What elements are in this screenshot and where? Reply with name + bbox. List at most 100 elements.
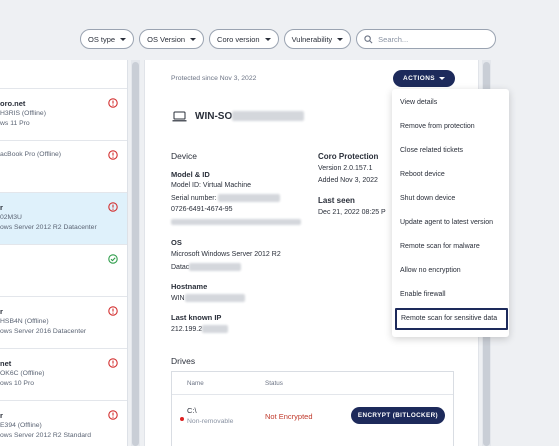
model-id-value: Model ID: Virtual Machine (171, 182, 252, 189)
device-os: ows Server 2016 Datacenter (0, 328, 87, 335)
device-name: r (0, 307, 3, 316)
list-item[interactable]: oro.net H3RIS (Offline) ws 11 Pro (0, 89, 127, 141)
serial-number-label-text: Serial number: (171, 194, 217, 202)
menu-item-enable-firewall[interactable]: Enable firewall (400, 291, 446, 298)
menu-item-remote-scan-sensitive-data[interactable]: Remote scan for sensitive data (395, 308, 508, 330)
chevron-down-icon (120, 37, 127, 41)
device-id: HSB4N (Offline) (0, 318, 49, 325)
redacted-text (184, 294, 245, 302)
device-hostname-text: WIN-SO (195, 111, 233, 122)
drives-heading: Drives (171, 356, 196, 366)
hostname-heading: Hostname (171, 282, 208, 291)
serial-number-label: Serial number: (171, 194, 281, 202)
redacted-text (202, 325, 229, 333)
protected-since: Protected since Nov 3, 2022 (171, 75, 257, 82)
list-item[interactable] (0, 60, 127, 89)
laptop-icon (172, 111, 187, 122)
menu-item-allow-no-encryption[interactable]: Allow no encryption (400, 267, 461, 274)
alert-icon (108, 150, 118, 160)
model-id-label: Model & ID (171, 170, 210, 179)
status-dot (180, 417, 184, 421)
drives-col-name: Name (187, 380, 204, 387)
coro-protection-heading: Coro Protection (318, 152, 379, 161)
os-heading: OS (171, 238, 182, 247)
os-name: Microsoft Windows Server 2012 R2 (171, 251, 281, 258)
menu-item-remove-from-protection[interactable]: Remove from protection (400, 123, 475, 130)
scrollbar-thumb[interactable] (132, 62, 139, 446)
drives-table: Name Status C:\ Non-removable Not Encryp… (171, 371, 454, 446)
os-version-filter-label: OS Version (147, 34, 186, 44)
redacted-text (171, 219, 301, 225)
filter-bar: OS type OS Version Coro version Vulnerab… (80, 29, 497, 49)
device-os: ows Server 2012 R2 Datacenter (0, 224, 97, 231)
encrypt-bitlocker-button[interactable]: ENCRYPT (BITLOCKER) (351, 407, 445, 424)
coro-version-filter[interactable]: Coro version (209, 29, 279, 49)
actions-button-label: ACTIONS (402, 75, 436, 82)
actions-button[interactable]: ACTIONS (393, 70, 455, 87)
device-id: 02M3U (0, 214, 22, 221)
device-name: net (0, 359, 12, 368)
check-circle-icon (108, 254, 118, 264)
device-name: oro.net (0, 99, 26, 108)
device-hostname: WIN-SO (195, 111, 305, 122)
chevron-down-icon (439, 77, 446, 80)
list-item-selected[interactable]: r 02M3U ows Server 2012 R2 Datacenter (0, 193, 127, 245)
device-id: OK6C (Offline) (0, 370, 45, 377)
alert-icon (108, 202, 118, 212)
vulnerability-filter-label: Vulnerability (291, 34, 333, 44)
list-item[interactable]: net OK6C (Offline) ows 10 Pro (0, 349, 127, 401)
search-placeholder: Search... (378, 34, 409, 44)
menu-item-reboot-device[interactable]: Reboot device (400, 171, 445, 178)
menu-item-close-related-tickets[interactable]: Close related tickets (400, 147, 464, 154)
redacted-text (232, 111, 305, 122)
device-id: H3RIS (Offline) (0, 110, 46, 117)
drive-name: C:\ (187, 406, 197, 415)
last-ip-value: 212.199.2 (171, 325, 229, 333)
device-id: E394 (Offline) (0, 422, 42, 429)
redacted-text (218, 194, 281, 202)
last-ip-value-text: 212.199.2 (171, 325, 203, 333)
list-item[interactable]: acBook Pro (Offline) (0, 141, 127, 193)
list-item[interactable]: r HSB4N (Offline) ows Server 2016 Datace… (0, 297, 127, 349)
last-ip-heading: Last known IP (171, 313, 222, 322)
drives-col-status: Status (265, 380, 283, 387)
alert-icon (108, 358, 118, 368)
device-name: r (0, 203, 3, 212)
coro-version-value: Version 2.0.157.1 (318, 165, 373, 172)
os-version-filter[interactable]: OS Version (139, 29, 205, 49)
menu-item-shut-down-device[interactable]: Shut down device (400, 195, 456, 202)
hostname-value-text: WIN (171, 294, 185, 302)
search-input[interactable]: Search... (356, 29, 497, 49)
chevron-down-icon (264, 37, 271, 41)
coro-version-filter-label: Coro version (217, 34, 260, 44)
device-title: WIN-SO (172, 111, 305, 122)
coro-added-value: Added Nov 3, 2022 (318, 177, 378, 184)
os-type-filter[interactable]: OS type (80, 29, 135, 49)
alert-icon (108, 410, 118, 420)
device-section-heading: Device (171, 151, 197, 161)
menu-item-update-agent[interactable]: Update agent to latest version (400, 219, 494, 226)
vulnerability-filter[interactable]: Vulnerability (283, 29, 352, 49)
list-item[interactable] (0, 245, 127, 297)
redacted-text (189, 263, 242, 271)
menu-item-view-details[interactable]: View details (400, 99, 438, 106)
hostname-value: WIN (171, 294, 245, 302)
menu-item-remote-scan-malware[interactable]: Remote scan for malware (400, 243, 480, 250)
device-list-scrollbar[interactable] (131, 60, 140, 446)
drive-type: Non-removable (187, 418, 234, 425)
device-name: r (0, 411, 3, 420)
serial-number-value: 0726-6491-4674-95 (171, 206, 233, 213)
actions-menu: View details Remove from protection Clos… (392, 89, 509, 337)
list-item[interactable]: r E394 (Offline) ows Server 2012 R2 Stan… (0, 401, 127, 446)
device-os: acBook Pro (Offline) (0, 151, 62, 158)
table-divider (172, 394, 453, 395)
device-list: oro.net H3RIS (Offline) ws 11 Pro acBook… (0, 60, 128, 446)
alert-icon (108, 306, 118, 316)
last-seen-heading: Last seen (318, 196, 355, 205)
chevron-down-icon (337, 37, 344, 41)
os-edition: Datac (171, 263, 242, 271)
search-icon (364, 34, 373, 43)
drive-status: Not Encrypted (265, 412, 313, 421)
alert-icon (108, 98, 118, 108)
os-type-filter-label: OS type (88, 34, 116, 44)
